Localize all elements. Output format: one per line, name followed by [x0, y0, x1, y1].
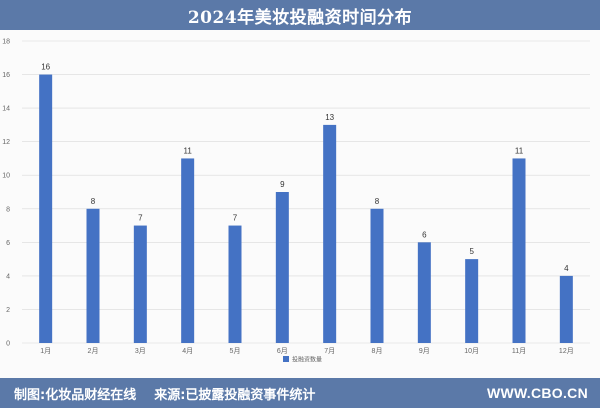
footer-data-source: 来源:已披露投融资事件统计 [154, 387, 316, 403]
y-tick-label: 18 [2, 39, 10, 46]
x-tick-label: 10月 [464, 347, 479, 355]
bar [228, 225, 242, 343]
bar-value-label: 7 [233, 214, 238, 223]
footer-site: WWW.CBO.CN [487, 385, 588, 401]
bar-value-label: 8 [375, 197, 380, 206]
legend-swatch [283, 356, 289, 362]
bar [86, 208, 100, 343]
bar-value-label: 5 [469, 247, 474, 256]
bar-chart: 0 2 4 6 8 10 12 14 16 18 16 8 7 11 7 9 13 8 6 5 11 4 1月 2月 3月 4… [2, 39, 590, 364]
bar [39, 74, 53, 344]
bar [181, 158, 195, 343]
bar [133, 225, 147, 343]
bar-series [39, 74, 573, 344]
data-labels: 16 8 7 11 7 9 13 8 6 5 11 4 [41, 63, 569, 273]
bar-value-label: 7 [138, 214, 143, 223]
bar-value-label: 11 [184, 146, 193, 155]
bar [275, 192, 289, 343]
bar [323, 124, 337, 343]
x-tick-label: 6月 [277, 347, 288, 355]
footer-bar: 制图:化妆品财经在线 来源:已披露投融资事件统计 WWW.CBO.CN [0, 378, 600, 408]
y-axis-ticks: 0 2 4 6 8 10 12 14 16 18 [2, 39, 10, 348]
bar-value-label: 16 [41, 63, 50, 72]
x-tick-label: 11月 [512, 347, 526, 355]
title-bar: 2024年美妆投融资时间分布 [0, 0, 600, 30]
bar [417, 242, 431, 343]
y-tick-label: 2 [6, 307, 10, 314]
y-tick-label: 14 [2, 106, 10, 113]
bar-value-label: 8 [91, 197, 96, 206]
x-tick-label: 12月 [559, 347, 574, 355]
bar-value-label: 11 [515, 146, 524, 155]
legend: 投融资数量 [283, 356, 322, 364]
bar [465, 259, 479, 343]
y-tick-label: 16 [2, 72, 10, 79]
x-axis-ticks: 1月 2月 3月 4月 5月 6月 7月 8月 9月 10月 11月 12月 [40, 347, 574, 355]
bar [370, 208, 384, 343]
x-tick-label: 8月 [372, 347, 383, 355]
footer-maker: 制图:化妆品财经在线 [14, 387, 137, 403]
bar-value-label: 4 [564, 264, 569, 273]
y-tick-label: 6 [6, 240, 10, 247]
x-tick-label: 3月 [135, 347, 146, 355]
x-tick-label: 2月 [88, 347, 99, 355]
x-tick-label: 1月 [40, 347, 51, 355]
y-tick-label: 4 [6, 273, 10, 280]
y-tick-label: 0 [6, 341, 10, 348]
x-tick-label: 4月 [182, 347, 193, 355]
x-tick-label: 9月 [419, 347, 430, 355]
y-tick-label: 10 [2, 173, 10, 180]
y-tick-label: 12 [2, 139, 10, 146]
bar [512, 158, 526, 343]
grid-layer [22, 40, 590, 344]
legend-label: 投融资数量 [292, 356, 322, 364]
bar-value-label: 13 [325, 113, 334, 122]
bar [559, 275, 573, 343]
chart-title: 2024年美妆投融资时间分布 [187, 7, 413, 28]
footer-source: 制图:化妆品财经在线 来源:已披露投融资事件统计 [14, 384, 315, 403]
x-tick-label: 7月 [324, 347, 335, 355]
y-tick-label: 8 [6, 206, 10, 213]
bar-value-label: 6 [422, 230, 427, 239]
bar-value-label: 9 [280, 180, 285, 189]
x-tick-label: 5月 [230, 347, 241, 355]
